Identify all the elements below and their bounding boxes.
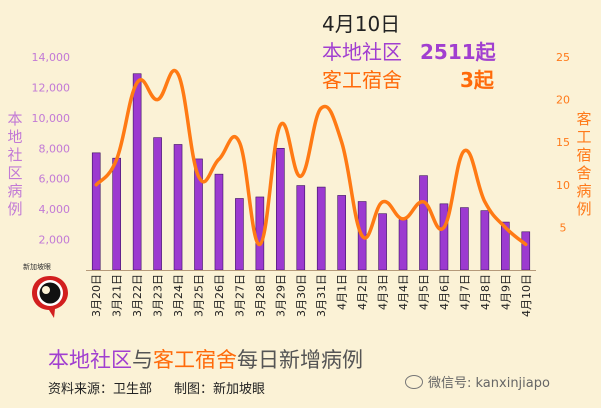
- date-title: 4月10日: [322, 12, 401, 36]
- bar-3月23日: [153, 137, 162, 271]
- x-tick-label: 3月31日: [315, 274, 328, 317]
- x-tick-label: 3月20日: [90, 274, 103, 317]
- right-tick-label: 15: [556, 136, 570, 149]
- left-tick-label: 4,000: [39, 203, 71, 216]
- dorm-total: 客工宿舍 3起: [322, 64, 494, 93]
- logo-text: 新加坡眼: [23, 263, 51, 271]
- x-tick-label: 3月22日: [131, 274, 144, 317]
- watermark-text: 微信号: kanxinjiapo: [428, 376, 550, 391]
- left-tick-label: 2,000: [39, 234, 71, 247]
- left-tick-label: 12,000: [32, 81, 71, 94]
- x-axis-labels: 3月20日 3月21日 3月22日 3月23日 3月24日 3月25日 3月26日 3月27日…: [90, 274, 533, 317]
- bar-3月26日: [214, 173, 224, 271]
- bar-4月7日: [460, 207, 469, 271]
- footer-title-dorm: 客工宿舍: [153, 348, 237, 372]
- bar-3月27日: [235, 198, 244, 271]
- wechat-icon: [405, 375, 423, 389]
- left-axis-title: 本地社区病例: [7, 110, 23, 218]
- x-tick-label: 3月21日: [111, 274, 124, 317]
- left-tick-label: 14,000: [32, 51, 71, 64]
- x-tick-label: 3月29日: [274, 274, 287, 317]
- made-by-text: 制图：新加坡眼: [174, 382, 266, 397]
- bar-4月8日: [480, 210, 490, 271]
- x-tick-label: 3月23日: [152, 274, 165, 317]
- community-count: 2511起: [420, 40, 496, 64]
- bar-series: [91, 73, 531, 271]
- bar-3月20日: [91, 152, 101, 271]
- right-axis-ticks: 5 10 15 20 25: [556, 51, 570, 234]
- community-label: 本地社区: [322, 40, 402, 64]
- x-tick-label: 4月5日: [418, 274, 431, 310]
- dorm-label: 客工宿舍: [322, 68, 402, 92]
- x-tick-label: 4月10日: [520, 274, 533, 317]
- bar-3月21日: [112, 157, 121, 271]
- wechat-watermark: 微信号: kanxinjiapo: [405, 372, 550, 391]
- source-text: 资料来源：卫生部: [48, 382, 153, 397]
- dorm-cases-line: [94, 69, 528, 247]
- chart-footer-title: 本地社区与客工宿舍每日新增病例: [48, 344, 363, 374]
- x-tick-label: 4月7日: [458, 274, 471, 310]
- source-credit: 资料来源：卫生部 制图：新加坡眼: [48, 378, 265, 397]
- x-tick-label: 3月30日: [295, 274, 308, 317]
- bar-4月10日: [521, 231, 531, 271]
- x-tick-label: 3月28日: [254, 274, 267, 317]
- bar-3月29日: [276, 147, 285, 271]
- right-axis-title: 客工宿舍病例: [576, 110, 592, 218]
- left-tick-label: 10,000: [32, 112, 71, 125]
- x-tick-label: 4月6日: [438, 274, 451, 310]
- right-tick-label: 20: [556, 94, 570, 107]
- x-tick-label: 4月1日: [336, 274, 349, 310]
- x-tick-label: 4月3日: [377, 274, 390, 310]
- left-axis-ticks: 2,000 4,000 6,000 8,000 10,000 12,000 14,000: [32, 51, 71, 247]
- logo: [32, 276, 68, 318]
- bar-3月24日: [173, 144, 183, 271]
- x-tick-label: 4月8日: [479, 274, 492, 310]
- bar-4月1日: [337, 195, 346, 271]
- community-total: 本地社区 2511起: [322, 36, 496, 65]
- bar-3月22日: [132, 73, 142, 271]
- left-tick-label: 6,000: [39, 173, 71, 186]
- x-tick-label: 4月9日: [499, 274, 512, 310]
- footer-title-and: 与: [132, 348, 153, 372]
- x-tick-label: 3月25日: [193, 274, 206, 317]
- x-tick-label: 3月24日: [172, 274, 185, 317]
- dorm-count: 3起: [460, 68, 494, 92]
- x-tick-label: 3月27日: [233, 274, 246, 317]
- bar-3月30日: [296, 185, 306, 271]
- bar-3月31日: [316, 186, 326, 271]
- footer-title-rest: 每日新增病例: [237, 348, 363, 372]
- right-tick-label: 5: [560, 221, 567, 234]
- footer-title-community: 本地社区: [48, 348, 132, 372]
- x-tick-label: 4月4日: [397, 274, 410, 310]
- bar-4月4日: [398, 219, 408, 271]
- bar-4月5日: [419, 175, 428, 271]
- right-tick-label: 25: [556, 51, 570, 64]
- x-tick-label: 4月2日: [356, 274, 369, 310]
- x-tick-label: 3月26日: [213, 274, 226, 317]
- left-tick-label: 8,000: [39, 142, 71, 155]
- right-tick-label: 10: [556, 179, 570, 192]
- bar-4月6日: [439, 203, 449, 271]
- bar-4月3日: [378, 213, 387, 271]
